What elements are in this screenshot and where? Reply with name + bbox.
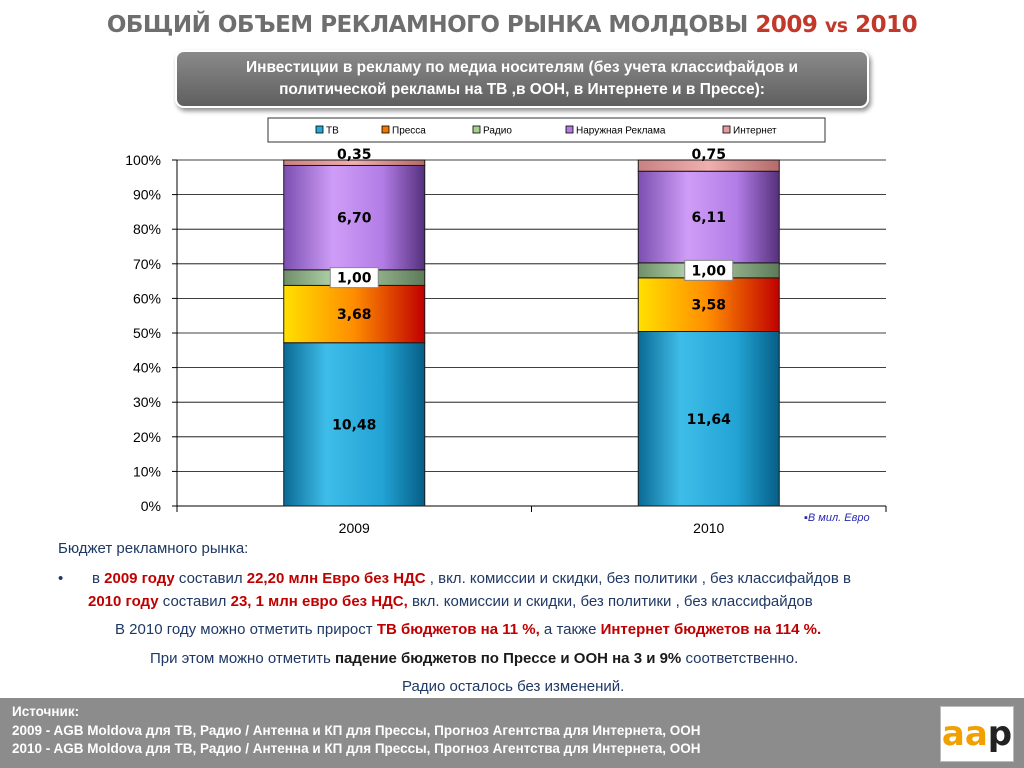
title-vs: vs [824,15,848,37]
unit-note: ▪В мил. Евро [804,512,870,524]
data-labels: 10,48 3,68 1,00 6,70 0,35 11,64 3,58 1,00 6,11 0,… [329,147,734,433]
source-text: Источник: 2009 - AGB Moldova для ТВ, Рад… [12,703,701,759]
data-label-radio-2009: 1,00 [337,271,372,287]
source-line-2009: 2009 - AGB Moldova для ТВ, Радио / Антен… [12,722,701,738]
radio-label-box [329,267,379,289]
y-tick-label: 30% [133,394,161,410]
budget-line-3: В 2010 году можно отметить прирост ТВ бю… [115,621,822,638]
stacked-bar-chart: ТВ Пресса Радио Наружная Реклама Интернет 0%… [125,117,887,536]
bar-ooh-2009 [283,164,426,271]
budget-line-5: Радио осталось без изменений. [402,678,625,695]
legend-swatch-radio [472,125,481,134]
y-tick-label: 70% [133,256,161,272]
y-tick-label: 40% [133,360,161,376]
bar-press-2009 [283,284,426,344]
y-tick-label: 0% [141,498,161,514]
data-label-radio-2010: 1,00 [691,263,726,279]
subtitle-box: Инвестиции в рекламу по медиа носителям … [175,50,869,108]
legend-swatch-internet [722,125,731,134]
bullet-icon: • [58,570,64,587]
source-footer: Источник: 2009 - AGB Moldova для ТВ, Рад… [0,698,1024,768]
y-tick-label: 80% [133,221,161,237]
budget-heading: Бюджет рекламного рынка: [58,540,249,557]
data-label-internet-2009: 0,35 [337,147,372,163]
y-tick-label: 60% [133,290,161,306]
y-tick-label: 20% [133,429,161,445]
budget-line-1: в 2009 году составил 22,20 млн Евро без … [92,570,851,587]
bar-press-2010 [637,277,780,333]
bar-tv-2010 [637,331,780,507]
radio-label-box [684,259,734,281]
aap-logo: aa p [940,706,1014,762]
page-title: ОБЩИЙ ОБЪЕМ РЕКЛАМНОГО РЫНКА МОЛДОВЫ 200… [0,12,1024,38]
source-line-2010: 2010 - AGB Moldova для ТВ, Радио / Антен… [12,741,701,756]
x-tick-label-2009: 2009 [339,520,370,536]
legend-label-tv: ТВ [326,126,339,137]
source-label: Источник: [12,704,80,719]
legend-label-ooh: Наружная Реклама [576,126,666,137]
budget-line-2: 2010 году составил 23, 1 млн евро без НД… [88,593,813,610]
legend-box [267,117,826,143]
bar-ooh-2010 [637,170,780,264]
legend-swatch-ooh [565,125,574,134]
y-tick-label: 50% [133,325,161,341]
subtitle-text: Инвестиции в рекламу по медиа носителям … [245,59,799,98]
data-label-press-2010: 3,58 [691,298,726,314]
legend-label-internet: Интернет [733,126,777,137]
data-label-ooh-2009: 6,70 [337,211,372,227]
bar-tv-2009 [283,342,426,507]
legend: ТВ Пресса Радио Наружная Реклама Интернет [315,125,777,137]
legend-swatch-tv [315,125,324,134]
bar-internet-2009 [283,159,426,166]
title-year-2009: 2009 [755,12,818,38]
data-label-press-2009: 3,68 [337,307,372,323]
data-label-internet-2010: 0,75 [691,147,726,163]
bar-internet-2010 [637,159,780,172]
data-label-ooh-2010: 6,11 [691,210,726,226]
title-text: ОБЩИЙ ОБЪЕМ РЕКЛАМНОГО РЫНКА МОЛДОВЫ [106,12,749,38]
x-tick-label-2010: 2010 [693,520,724,536]
y-tick-label: 100% [125,152,161,168]
legend-swatch-press [381,125,390,134]
data-label-tv-2009: 10,48 [332,417,376,433]
bars [283,159,780,507]
legend-label-press: Пресса [392,126,426,137]
y-tick-label: 90% [133,187,161,203]
title-year-2010: 2010 [855,12,918,38]
data-label-tv-2010: 11,64 [687,412,732,428]
legend-label-radio: Радио [483,126,512,137]
y-tick-label: 10% [133,463,161,479]
budget-line-4: При этом можно отметить падение бюджетов… [150,650,799,667]
